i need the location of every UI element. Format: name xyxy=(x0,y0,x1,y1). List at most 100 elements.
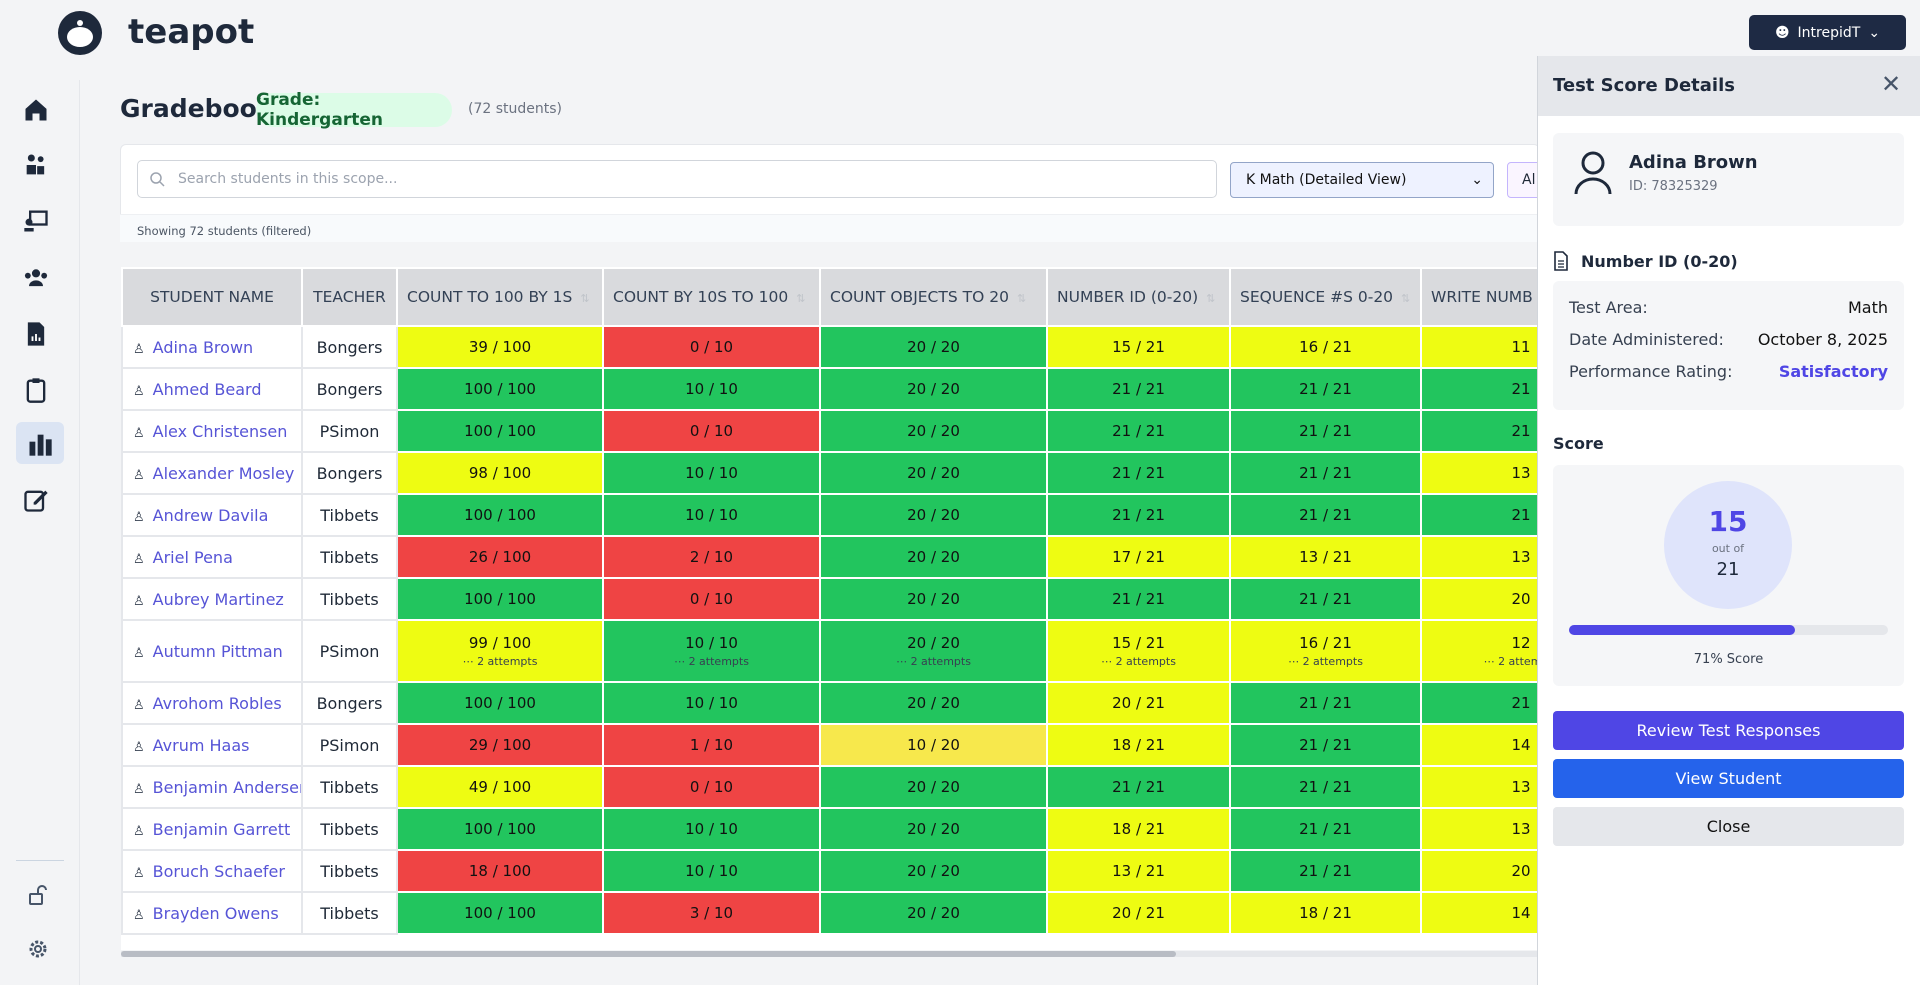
score-cell[interactable]: 20 / 20 xyxy=(819,367,1048,411)
score-cell[interactable]: 20 / 20 xyxy=(819,535,1048,579)
student-link[interactable]: Avrohom Robles xyxy=(152,693,282,713)
student-link[interactable]: Alexander Mosley xyxy=(152,463,295,483)
score-cell[interactable]: 100 / 100 xyxy=(396,577,604,621)
scroll-thumb[interactable] xyxy=(121,951,1176,957)
score-cell[interactable]: 10 / 10 xyxy=(602,367,821,411)
score-cell[interactable]: 21 / 21 xyxy=(1229,765,1422,809)
score-cell[interactable]: 20 / 20 xyxy=(819,891,1048,935)
score-cell[interactable]: 20 / 20 xyxy=(819,577,1048,621)
score-cell[interactable]: 20 / 20 xyxy=(819,681,1048,725)
score-cell[interactable]: 20 / 20 ⋯ 2 attempts xyxy=(819,619,1048,683)
score-cell[interactable]: 10 / 10 ⋯ 2 attempts xyxy=(602,619,821,683)
nav-edit[interactable] xyxy=(22,486,50,514)
score-cell[interactable]: 16 / 21 xyxy=(1229,325,1422,369)
score-cell[interactable]: 0 / 10 xyxy=(602,325,821,369)
score-cell[interactable]: 21 / 21 xyxy=(1229,723,1422,767)
nav-lock[interactable] xyxy=(26,883,50,907)
nav-students[interactable] xyxy=(22,151,50,179)
score-cell[interactable]: 20 / 20 xyxy=(819,409,1048,453)
score-cell[interactable]: 100 / 100 xyxy=(396,807,604,851)
score-cell[interactable]: 12 ⋯ 2 attempts xyxy=(1420,619,1537,683)
score-cell[interactable]: 20 / 20 xyxy=(819,493,1048,537)
score-cell[interactable]: 100 / 100 xyxy=(396,367,604,411)
score-cell[interactable]: 21 / 21 xyxy=(1046,367,1231,411)
score-cell[interactable]: 21 / 21 xyxy=(1229,681,1422,725)
score-cell[interactable]: 21 / 21 xyxy=(1046,409,1231,453)
student-link[interactable]: Brayden Owens xyxy=(152,903,279,923)
score-cell[interactable]: 10 / 10 xyxy=(602,807,821,851)
student-link[interactable]: Autumn Pittman xyxy=(152,641,283,661)
score-cell[interactable]: 0 / 10 xyxy=(602,765,821,809)
score-cell[interactable]: 10 / 10 xyxy=(602,493,821,537)
student-link[interactable]: Alex Christensen xyxy=(152,421,288,441)
score-cell[interactable]: 13 xyxy=(1420,451,1537,495)
student-link[interactable]: Benjamin Garrett xyxy=(152,819,291,839)
nav-settings[interactable] xyxy=(26,937,50,961)
score-cell[interactable]: 21 / 21 xyxy=(1046,451,1231,495)
score-cell[interactable]: 16 / 21 ⋯ 2 attempts xyxy=(1229,619,1422,683)
score-cell[interactable]: 18 / 21 xyxy=(1229,891,1422,935)
view-select[interactable]: K Math (Detailed View) ⌄ xyxy=(1230,162,1494,198)
score-cell[interactable]: 99 / 100 ⋯ 2 attempts xyxy=(396,619,604,683)
score-cell[interactable]: 10 / 10 xyxy=(602,451,821,495)
nav-home[interactable] xyxy=(22,96,50,124)
column-header[interactable]: NUMBER ID (0-20) ⇅ xyxy=(1046,267,1231,327)
column-header[interactable]: STUDENT NAME xyxy=(121,267,303,327)
column-header[interactable]: TEACHER xyxy=(301,267,398,327)
score-cell[interactable]: 100 / 100 xyxy=(396,409,604,453)
score-cell[interactable]: 20 xyxy=(1420,849,1537,893)
close-button[interactable]: Close xyxy=(1553,807,1904,846)
column-header[interactable]: COUNT BY 10S TO 100 ⇅ xyxy=(602,267,821,327)
view-student-button[interactable]: View Student xyxy=(1553,759,1904,798)
score-cell[interactable]: 10 / 10 xyxy=(602,681,821,725)
score-cell[interactable]: 3 / 10 xyxy=(602,891,821,935)
score-cell[interactable]: 21 / 21 xyxy=(1229,409,1422,453)
score-cell[interactable]: 15 / 21 xyxy=(1046,325,1231,369)
score-cell[interactable]: 100 / 100 xyxy=(396,891,604,935)
column-header[interactable]: COUNT OBJECTS TO 20 ⇅ xyxy=(819,267,1048,327)
column-header[interactable]: SEQUENCE #S 0-20 ⇅ xyxy=(1229,267,1422,327)
score-cell[interactable]: 20 / 21 xyxy=(1046,891,1231,935)
student-link[interactable]: Aubrey Martinez xyxy=(152,589,284,609)
score-cell[interactable]: 21 xyxy=(1420,681,1537,725)
score-cell[interactable]: 39 / 100 xyxy=(396,325,604,369)
score-cell[interactable]: 14 xyxy=(1420,723,1537,767)
student-link[interactable]: Benjamin Andersen xyxy=(152,777,302,797)
user-menu[interactable]: ☻ IntrepidT ⌄ xyxy=(1749,15,1906,50)
search-input[interactable]: Search students in this scope... xyxy=(137,160,1217,198)
score-cell[interactable]: 20 / 20 xyxy=(819,451,1048,495)
student-link[interactable]: Ahmed Beard xyxy=(152,379,262,399)
score-cell[interactable]: 21 xyxy=(1420,367,1537,411)
score-cell[interactable]: 49 / 100 xyxy=(396,765,604,809)
score-cell[interactable]: 100 / 100 xyxy=(396,681,604,725)
score-cell[interactable]: 18 / 21 xyxy=(1046,807,1231,851)
score-cell[interactable]: 18 / 21 xyxy=(1046,723,1231,767)
score-cell[interactable]: 20 / 20 xyxy=(819,325,1048,369)
score-cell[interactable]: 20 / 20 xyxy=(819,765,1048,809)
score-cell[interactable]: 14 xyxy=(1420,891,1537,935)
score-cell[interactable]: 20 / 20 xyxy=(819,849,1048,893)
score-cell[interactable]: 15 / 21 ⋯ 2 attempts xyxy=(1046,619,1231,683)
review-button[interactable]: Review Test Responses xyxy=(1553,711,1904,750)
panel-close-icon[interactable]: ✕ xyxy=(1881,70,1902,98)
nav-groups[interactable] xyxy=(22,264,50,292)
score-cell[interactable]: 29 / 100 xyxy=(396,723,604,767)
score-cell[interactable]: 13 / 21 xyxy=(1229,535,1422,579)
score-cell[interactable]: 10 / 10 xyxy=(602,849,821,893)
student-link[interactable]: Andrew Davila xyxy=(152,505,269,525)
column-header[interactable]: WRITE NUMB⇅ xyxy=(1420,267,1537,327)
score-cell[interactable]: 20 xyxy=(1420,577,1537,621)
score-cell[interactable]: 20 / 21 xyxy=(1046,681,1231,725)
student-link[interactable]: Ariel Pena xyxy=(152,547,233,567)
score-cell[interactable]: 13 xyxy=(1420,535,1537,579)
score-cell[interactable]: 21 / 21 xyxy=(1046,765,1231,809)
score-cell[interactable]: 13 xyxy=(1420,807,1537,851)
score-cell[interactable]: 1 / 10 xyxy=(602,723,821,767)
score-cell[interactable]: 13 xyxy=(1420,765,1537,809)
score-cell[interactable]: 21 / 21 xyxy=(1229,577,1422,621)
score-cell[interactable]: 18 / 100 xyxy=(396,849,604,893)
score-cell[interactable]: 13 / 21 xyxy=(1046,849,1231,893)
score-cell[interactable]: 0 / 10 xyxy=(602,409,821,453)
score-cell[interactable]: 0 / 10 xyxy=(602,577,821,621)
student-link[interactable]: Boruch Schaefer xyxy=(152,861,285,881)
